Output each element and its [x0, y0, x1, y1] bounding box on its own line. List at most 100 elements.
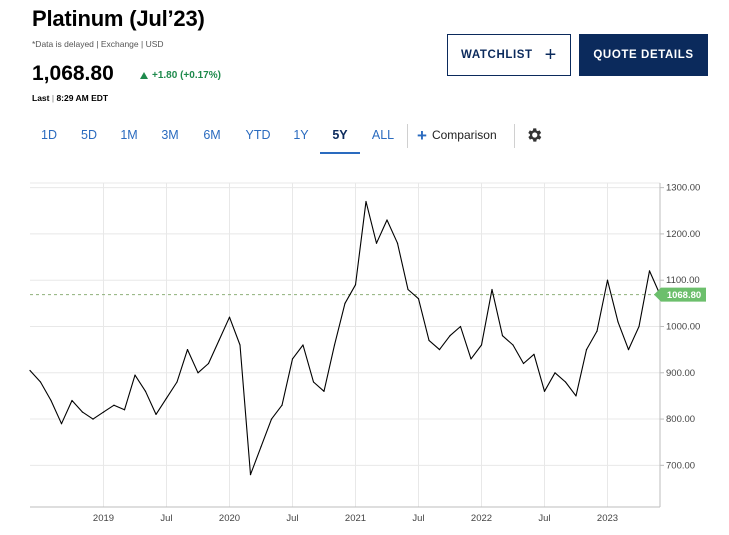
price-data-point [470, 358, 472, 360]
x-tick-label: Jul [160, 513, 172, 524]
price-data-point [260, 446, 262, 448]
price-data-point [102, 411, 105, 413]
price-data-point [417, 298, 420, 300]
plus-icon: + [544, 44, 557, 66]
price-data-point [365, 200, 367, 203]
price-data-point [92, 418, 94, 420]
price-data-point [627, 349, 630, 351]
price-data-point [165, 397, 168, 399]
price-data-point [575, 395, 577, 397]
price-data-point [186, 349, 189, 351]
tab-3m[interactable]: 3M [161, 128, 179, 142]
price-change-value: +1.80 (+0.17%) [152, 70, 221, 81]
price-data-point [396, 242, 399, 244]
y-tick-label: 1100.00 [666, 275, 700, 286]
watchlist-button[interactable]: WATCHLIST + [447, 34, 571, 76]
last-price: 1,068.80 [32, 62, 114, 85]
price-data-point [113, 404, 115, 406]
price-data-point [39, 381, 42, 383]
price-data-point [564, 381, 567, 383]
tab-ytd[interactable]: YTD [245, 128, 271, 142]
price-data-point [71, 399, 73, 402]
x-tick-label: Jul [538, 513, 550, 524]
tab-5d[interactable]: 5D [81, 128, 97, 142]
price-data-point [386, 219, 388, 221]
price-data-point [459, 325, 462, 328]
gear-icon[interactable] [525, 126, 543, 144]
y-tick-label: 1300.00 [666, 183, 700, 194]
price-data-point [228, 316, 231, 318]
y-tick-label: 900.00 [666, 368, 695, 379]
price-series-line [29, 200, 661, 476]
up-arrow-icon [140, 72, 148, 79]
price-data-point [501, 335, 504, 337]
comparison-label: Comparison [431, 128, 497, 142]
price-data-point [438, 349, 441, 351]
plus-icon: + [417, 125, 427, 145]
price-data-point [606, 279, 609, 281]
price-data-point [270, 418, 273, 420]
price-data-point [344, 302, 346, 304]
price-data-point [596, 330, 598, 332]
price-data-point [375, 242, 378, 244]
price-data-point [512, 344, 514, 346]
comparison-button[interactable]: + Comparison [417, 122, 497, 148]
price-data-point [407, 288, 409, 291]
price-data-point [323, 390, 325, 392]
price-data-point [533, 353, 535, 355]
last-time: 8:29 AM EDT [56, 93, 109, 103]
price-data-point [50, 399, 52, 402]
x-tick-label: Jul [412, 513, 424, 524]
price-data-point [81, 411, 84, 413]
y-tick-label: 700.00 [666, 460, 695, 471]
x-tick-label: 2023 [597, 513, 618, 524]
price-data-point [123, 409, 126, 411]
tab-5y[interactable]: 5Y [320, 122, 360, 154]
tab-all[interactable]: ALL [371, 128, 395, 142]
price-data-point [144, 390, 147, 392]
price-data-point [176, 381, 178, 383]
last-updated: Last | 8:29 AM EDT [32, 93, 109, 103]
tab-1d[interactable]: 1D [41, 128, 57, 142]
last-price-badge-label: 1068.80 [667, 290, 701, 301]
price-data-point [218, 339, 220, 341]
price-data-point [60, 423, 63, 425]
tab-1m[interactable]: 1M [120, 128, 138, 142]
data-delay-note: *Data is delayed | Exchange | USD [32, 39, 164, 49]
price-data-point [291, 358, 294, 360]
last-label: Last [32, 93, 50, 103]
price-data-point [449, 335, 451, 337]
price-data-point [648, 270, 651, 272]
x-tick-label: 2019 [93, 513, 114, 524]
tab-1y[interactable]: 1Y [293, 128, 309, 142]
price-data-point [207, 362, 210, 365]
price-data-point [554, 372, 556, 374]
page-title: Platinum (Jul’23) [32, 6, 205, 31]
price-chart[interactable]: 700.00 800.00 900.00 1000.00 1100.00 1200.00 1… [0, 175, 729, 535]
price-data-point [281, 404, 283, 406]
x-tick-label: 2020 [219, 513, 240, 524]
x-tick-label: Jul [286, 513, 298, 524]
price-data-point [197, 372, 199, 374]
price-data-point [543, 390, 546, 392]
y-tick-label: 1200.00 [666, 229, 700, 240]
tab-divider [514, 124, 515, 148]
quote-details-button[interactable]: QUOTE DETAILS [579, 34, 708, 76]
price-data-point [522, 362, 525, 365]
tab-6m[interactable]: 6M [203, 128, 221, 142]
watchlist-label: WATCHLIST [461, 49, 533, 61]
x-tick-label: 2021 [345, 513, 366, 524]
price-data-point [638, 325, 640, 328]
tab-divider [407, 124, 408, 148]
price-data-point [249, 474, 252, 476]
price-data-point [134, 374, 136, 376]
price-data-point [29, 369, 31, 372]
price-data-point [354, 284, 357, 286]
price-change: +1.80 (+0.17%) [140, 70, 221, 81]
price-data-point [312, 381, 315, 383]
price-data-point [155, 413, 157, 415]
y-tick-label: 1000.00 [666, 321, 700, 332]
y-tick-label: 800.00 [666, 414, 695, 425]
price-data-point [302, 344, 304, 346]
price-data-point [239, 344, 241, 346]
